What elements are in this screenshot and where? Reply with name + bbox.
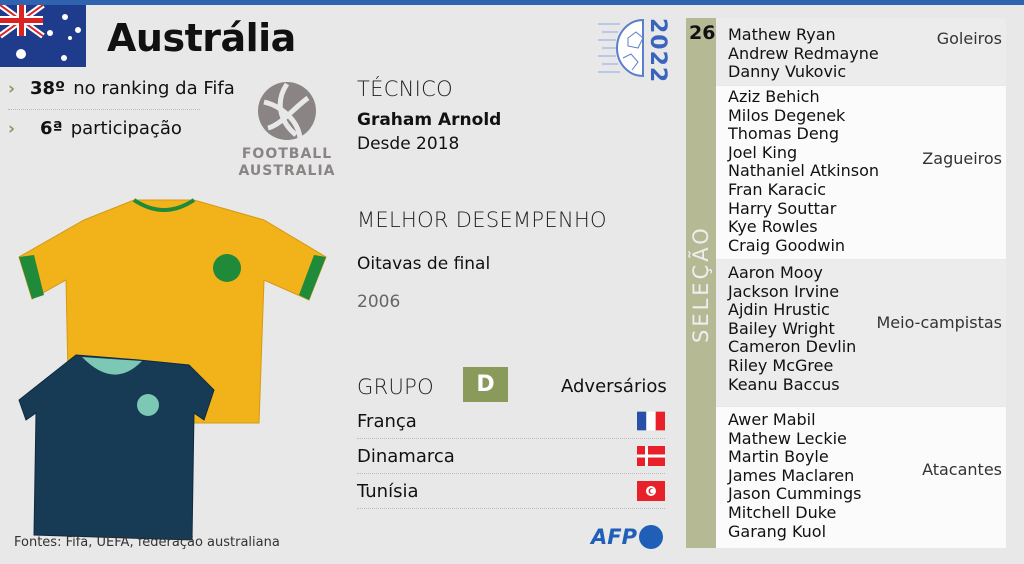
player-name: Jason Cummings (728, 484, 862, 504)
source-note: Fontes: Fifa, UEFA, federação australian… (14, 535, 280, 550)
world-cup-2022-logo (598, 18, 644, 78)
player-name: Andrew Redmayne (728, 43, 879, 63)
player-name: Jackson Irvine (728, 281, 840, 301)
player-name: James Maclaren (728, 465, 855, 485)
position-group-goalkeepers: Goleiros Mathew Ryan Andrew Redmayne Danny… (716, 18, 1006, 85)
fifa-ranking-stat: › 38º no ranking da Fifa (8, 78, 235, 99)
opponent-row: França (357, 404, 665, 439)
denmark-flag-icon (637, 446, 665, 466)
player-name: Craig Goodwin (728, 235, 846, 255)
country-title: Austrália (107, 16, 296, 60)
player-name: Garang Kuol (728, 521, 827, 541)
opponent-name: Dinamarca (357, 445, 455, 467)
player-name: Fran Karacic (728, 179, 827, 199)
group-heading: GRUPO (357, 375, 434, 399)
position-group-forwards: Atacantes Awer Mabil Mathew Leckie Martin … (716, 407, 1006, 548)
player-name: Thomas Deng (728, 124, 839, 144)
position-role: Atacantes (922, 460, 1002, 479)
participation-label: participação (70, 118, 182, 139)
position-group-midfielders: Meio-campistas Aaron Mooy Jackson Irvine A… (716, 260, 1006, 406)
player-name: Milos Degenek (728, 105, 846, 125)
player-name: Keanu Baccus (728, 374, 840, 394)
chevron-right-icon: › (8, 78, 16, 99)
logo-text-line2: AUSTRALIA (238, 163, 336, 179)
australia-flag-icon (0, 5, 86, 67)
divider (8, 109, 200, 110)
player-name: Awer Mabil (728, 410, 816, 429)
player-name: Mathew Ryan (728, 25, 836, 44)
participation-stat: › 6ª participação (8, 118, 182, 139)
player-name: Riley McGree (728, 355, 834, 375)
position-group-defenders: Zagueiros Aziz Behich Milos Degenek Thomas… (716, 86, 1006, 259)
player-name: Danny Vukovic (728, 62, 847, 82)
participation-value: 6ª (40, 118, 63, 139)
squad-sidebar (686, 18, 716, 548)
player-name: Joel King (728, 142, 798, 162)
opponent-row: Dinamarca (357, 439, 665, 474)
player-name: Bailey Wright (728, 318, 835, 338)
best-performance-result: Oitavas de final (357, 254, 491, 274)
afp-logo: AFP (591, 525, 663, 549)
squad-label: SELEÇÃO (689, 225, 713, 343)
player-name: Mitchell Duke (728, 502, 837, 522)
france-flag-icon (637, 411, 665, 431)
position-role: Goleiros (936, 29, 1002, 48)
player-name: Aaron Mooy (728, 263, 823, 282)
opponents-heading: Adversários (561, 376, 667, 397)
player-name: Harry Souttar (728, 198, 837, 218)
player-name: Ajdin Hrustic (728, 300, 830, 320)
opponent-name: Tunísia (357, 480, 419, 502)
opponent-name: França (357, 410, 417, 432)
chevron-right-icon: › (8, 118, 16, 139)
player-name: Martin Boyle (728, 447, 829, 467)
jerseys-illustration (18, 198, 327, 541)
top-accent-line (0, 0, 1024, 5)
best-performance-heading: MELHOR DESEMPENHO (357, 208, 607, 232)
world-cup-year: 2022 (645, 18, 670, 84)
afp-text: AFP (591, 525, 637, 549)
football-australia-logo: FOOTBALL AUSTRALIA (232, 80, 342, 180)
group-letter-badge: D (463, 367, 508, 402)
coach-since: Desde 2018 (357, 134, 460, 154)
afp-circle-icon (639, 525, 663, 549)
opponent-row: Tunísia (357, 474, 665, 509)
player-name: Aziz Behich (728, 87, 820, 106)
logo-text-line1: FOOTBALL (241, 146, 333, 162)
logo-emblem-icon (258, 82, 316, 140)
coach-heading: TÉCNICO (357, 77, 453, 101)
ranking-label: no ranking da Fifa (73, 78, 235, 99)
position-role: Meio-campistas (876, 313, 1003, 332)
coach-name: Graham Arnold (357, 110, 502, 130)
best-performance-year: 2006 (357, 292, 401, 312)
squad-count: 26 (689, 22, 716, 44)
player-name: Cameron Devlin (728, 337, 857, 357)
player-name: Kye Rowles (728, 217, 818, 237)
player-name: Nathaniel Atkinson (728, 161, 880, 181)
position-role: Zagueiros (922, 149, 1002, 168)
tunisia-flag-icon (637, 481, 665, 501)
ranking-value: 38º (30, 78, 66, 99)
player-name: Mathew Leckie (728, 428, 847, 448)
